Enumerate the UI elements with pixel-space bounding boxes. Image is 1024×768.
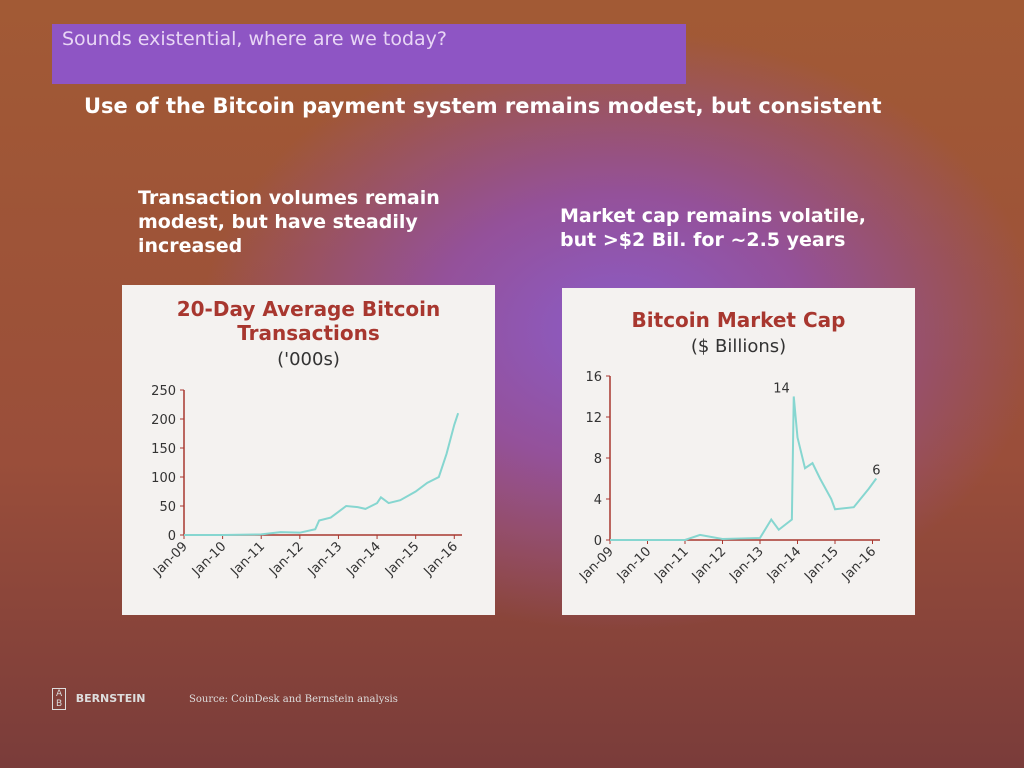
y-tick-label: 4 [594,493,602,508]
footer: A B BERNSTEIN Source: CoinDesk and Berns… [52,688,398,710]
source: Source: CoinDesk and Bernstein analysis [189,694,398,705]
x-tick-label: Jan-10 [189,539,230,580]
y-tick-label: 150 [151,442,176,457]
x-tick-label: Jan-09 [150,539,191,580]
caption: Market cap remains volatile, but >$2 Bil… [560,205,866,251]
chart: 050100150200250Jan-09Jan-10Jan-11Jan-12J… [150,384,462,580]
chart-subtitle: ('000s) [277,349,340,370]
data-line [184,412,460,536]
chart: 0481216Jan-09Jan-10Jan-11Jan-12Jan-13Jan… [576,370,880,585]
header: Sounds existential, where are we today? [52,24,686,84]
x-tick-label: Jan-12 [689,544,730,585]
y-tick-label: 250 [151,384,176,399]
x-tick-label: Jan-16 [839,544,880,585]
chart-subtitle: ($ Billions) [690,336,787,357]
headline: Use of the Bitcoin payment system remain… [84,94,882,118]
data-line [610,396,878,541]
logo-letter: A [56,689,63,699]
x-tick-label: Jan-14 [343,539,384,580]
y-tick-label: 200 [151,413,176,428]
logo: BERNSTEIN [75,692,146,705]
annotation: 14 [773,382,790,397]
y-tick-label: 0 [168,529,176,544]
y-tick-label: 100 [151,471,176,486]
x-tick-label: Jan-09 [576,544,617,585]
chart-panel: Bitcoin Market Cap ($ Billions) 0 4 8 12 16 J… [562,288,915,615]
chart-title: Bitcoin Market Cap [631,308,846,332]
annotation: 6 [872,464,880,479]
x-tick-label: Jan-16 [421,539,462,580]
y-tick-label: 12 [585,411,602,426]
x-tick-label: Jan-15 [382,539,423,580]
x-tick-label: Jan-10 [614,544,655,585]
x-tick-label: Jan-13 [726,544,767,585]
x-tick-label: Jan-11 [228,539,269,580]
y-tick-label: 8 [594,452,602,467]
logo-letter: B [56,699,63,709]
x-tick-label: Jan-12 [266,539,307,580]
x-tick-label: Jan-14 [764,544,805,585]
y-tick-label: 16 [585,370,602,385]
x-tick-label: Jan-11 [651,544,692,585]
y-tick-label: 0 [594,534,602,549]
x-tick-label: Jan-13 [305,539,346,580]
caption: Transaction volumes remain modest, but h… [138,187,440,257]
y-tick-label: 50 [159,500,176,515]
x-tick-label: Jan-15 [801,544,842,585]
chart-panel: 20-Day Average Bitcoin Transactions ('00… [122,285,495,615]
chart-title: 20-Day Average Bitcoin Transactions [176,297,441,345]
